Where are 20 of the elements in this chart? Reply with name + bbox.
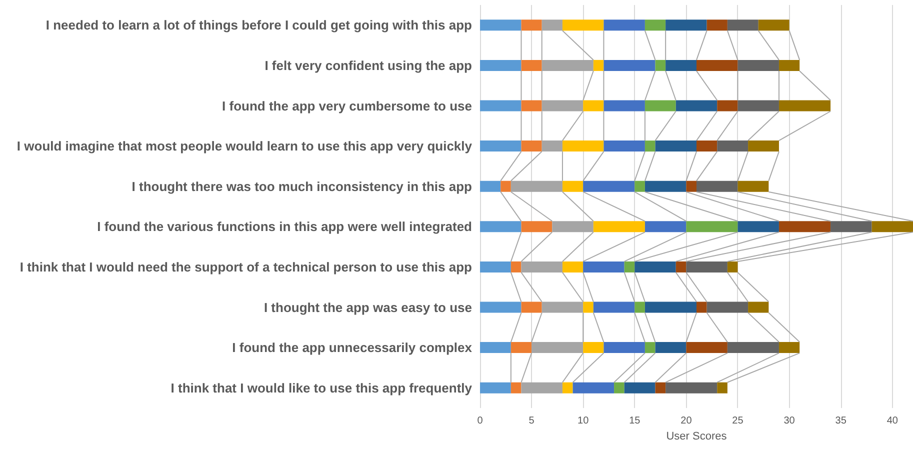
x-tick-label: 30 (784, 416, 796, 426)
y-tick-label: I felt very confident using the app (264, 58, 472, 73)
y-tick-label: I would imagine that most people would learn to use this app very quickly (16, 138, 473, 154)
y-tick-label: I think that I would need the support of a technical person to use this app (20, 259, 472, 274)
y-tick-label: I found the app unnecessarily complex (232, 340, 473, 356)
x-tick-label: 10 (578, 416, 590, 426)
y-tick-label: I thought there was too much inconsistency in this app (132, 178, 472, 194)
x-tick-label: 20 (680, 416, 692, 426)
x-tick-label: 25 (732, 416, 744, 426)
y-tick-label: I needed to learn a lot of things before I could get going with this app (46, 18, 472, 33)
x-tick-label: 5 (528, 416, 535, 426)
y-tick-label: I think that I would like to use this app frequently (170, 380, 473, 396)
y-tick-label: I found the app very cumbersome to use (222, 98, 472, 114)
x-tick-label: 35 (835, 416, 847, 426)
x-tick-label: 40 (886, 416, 898, 426)
x-axis-title: User Scores (666, 430, 728, 442)
x-tick-label: 15 (629, 416, 641, 426)
y-tick-label: I found the various functions in this app were well integrated (97, 219, 472, 234)
y-tick-label: I thought the app was easy to use (264, 300, 472, 315)
x-tick-label: 0 (477, 416, 484, 426)
